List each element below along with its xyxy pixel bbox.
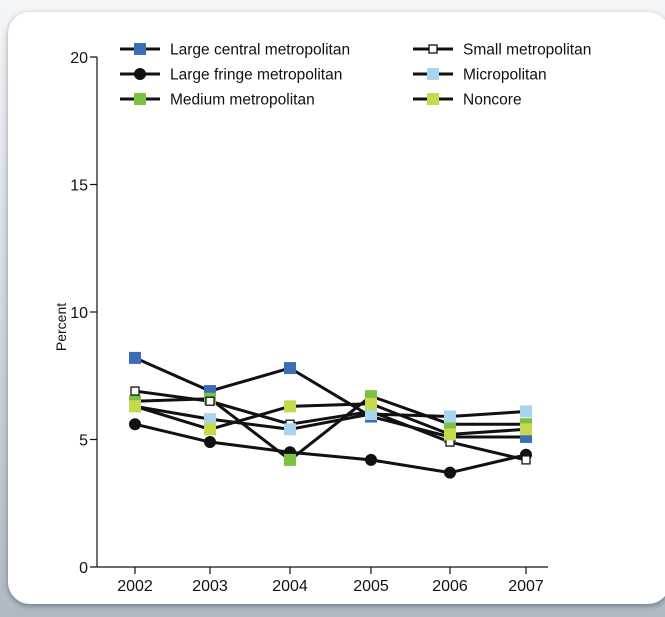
y-tick-label: 15 [70, 178, 88, 195]
data-point-noncore [444, 428, 456, 441]
y-tick-label: 0 [79, 560, 88, 577]
data-point-micropolitan [284, 423, 296, 436]
data-point-small-metropolitan [521, 455, 531, 465]
x-tick-label: 2007 [508, 578, 544, 595]
data-point-large-fringe-metropolitan [444, 466, 456, 479]
series-line-micropolitan [134, 404, 527, 431]
chart-axes [96, 57, 548, 568]
data-point-noncore [365, 397, 377, 410]
x-tick-label: 2002 [117, 578, 153, 595]
data-point-noncore [129, 400, 141, 413]
series-line-small-metropolitan [134, 389, 527, 462]
data-point-small-metropolitan [130, 386, 140, 396]
legend-marker-swatch [134, 68, 146, 80]
legend-item-medium-metropolitan: Medium metropolitan [120, 92, 315, 109]
chart-card: 0 5 10 15 20 2002 2003 2004 2005 2006 2007 Large c… [8, 12, 665, 604]
data-point-noncore [520, 423, 532, 436]
legend-label: Large central metropolitan [170, 42, 350, 59]
legend-label: Micropolitan [463, 67, 547, 84]
legend-item-large-central-metropolitan: Large central metropolitan [120, 42, 350, 59]
data-point-micropolitan [520, 405, 532, 418]
data-point-small-metropolitan [205, 396, 215, 406]
legend-label: Noncore [463, 92, 522, 109]
x-tick-label: 2006 [432, 578, 468, 595]
legend-label: Medium metropolitan [170, 92, 315, 109]
chart-ticks: 0 5 10 15 20 2002 2003 2004 2005 2006 2007 [70, 50, 544, 595]
y-tick-label: 5 [79, 433, 88, 450]
y-axis-label: Percent [53, 303, 69, 351]
series-line-large-central-metropolitan [134, 356, 526, 439]
legend-item-large-fringe-metropolitan: Large fringe metropolitan [120, 67, 342, 84]
legend-marker-swatch [427, 93, 439, 105]
x-tick-label: 2004 [272, 578, 308, 595]
y-tick-label: 10 [70, 305, 88, 322]
x-tick-label: 2003 [192, 578, 228, 595]
y-tick-label: 20 [70, 50, 88, 67]
legend-item-micropolitan: Micropolitan [413, 67, 547, 84]
line-chart: 0 5 10 15 20 2002 2003 2004 2005 2006 2007 Large c… [53, 42, 591, 596]
data-point-noncore [284, 400, 296, 413]
data-point-large-central-metropolitan [284, 362, 296, 375]
data-point-large-fringe-metropolitan [365, 453, 377, 466]
chart-series-lines [134, 356, 527, 475]
x-tick-label: 2005 [353, 578, 389, 595]
data-point-large-fringe-metropolitan [204, 436, 216, 449]
legend-item-small-metropolitan: Small metropolitan [413, 42, 591, 59]
data-point-large-fringe-metropolitan [129, 418, 141, 431]
series-line-large-fringe-metropolitan [134, 422, 527, 475]
chart-series-markers [129, 351, 532, 479]
legend-marker-swatch [428, 44, 438, 54]
series-line-noncore [134, 402, 527, 436]
data-point-noncore [204, 423, 216, 436]
data-point-micropolitan [444, 410, 456, 423]
legend-label: Small metropolitan [463, 42, 591, 59]
legend-marker-swatch [134, 43, 146, 55]
data-point-large-central-metropolitan [129, 351, 141, 364]
legend-marker-swatch [427, 68, 439, 80]
legend-item-noncore: Noncore [413, 92, 522, 109]
data-point-micropolitan [365, 408, 377, 420]
legend-label: Large fringe metropolitan [170, 67, 342, 84]
data-point-micropolitan [204, 413, 216, 426]
chart-legend: Large central metropolitan Large fringe m… [120, 42, 591, 109]
legend-marker-swatch [134, 93, 146, 105]
data-point-medium-metropolitan [284, 453, 296, 466]
